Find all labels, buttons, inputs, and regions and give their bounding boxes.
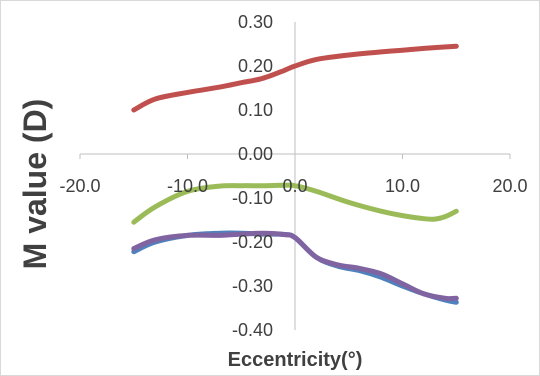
y-axis-title: M value (D) — [17, 99, 53, 270]
x-tick-label: 0.0 — [282, 176, 307, 196]
x-tick-label: -20.0 — [59, 176, 100, 196]
y-tick-labels: 0.30 0.20 0.10 0.00 -0.10 -0.20 -0.30 -0.40 — [232, 12, 273, 340]
y-tick-label: 0.00 — [238, 144, 273, 164]
x-tick-labels: -20.0 -10.0 0.0 10.0 20.0 — [59, 176, 527, 196]
y-tick-label: -0.20 — [232, 232, 273, 252]
x-tick-label: -10.0 — [167, 176, 208, 196]
series-line-4 — [131, 230, 459, 302]
y-tick-label: 0.10 — [238, 100, 273, 120]
series-group — [131, 43, 459, 305]
x-tick-label: 10.0 — [385, 176, 420, 196]
y-tick-label: -0.30 — [232, 276, 273, 296]
axes — [79, 22, 511, 330]
x-tick-label: 20.0 — [492, 176, 527, 196]
series-line-2 — [131, 182, 459, 225]
y-tick-label: 0.20 — [238, 56, 273, 76]
y-tick-label: -0.10 — [232, 188, 273, 208]
y-tick-label: -0.40 — [232, 320, 273, 340]
x-axis-title: Eccentricity(°) — [228, 349, 363, 371]
series-line-1 — [131, 43, 459, 113]
y-tick-label: 0.30 — [238, 12, 273, 32]
